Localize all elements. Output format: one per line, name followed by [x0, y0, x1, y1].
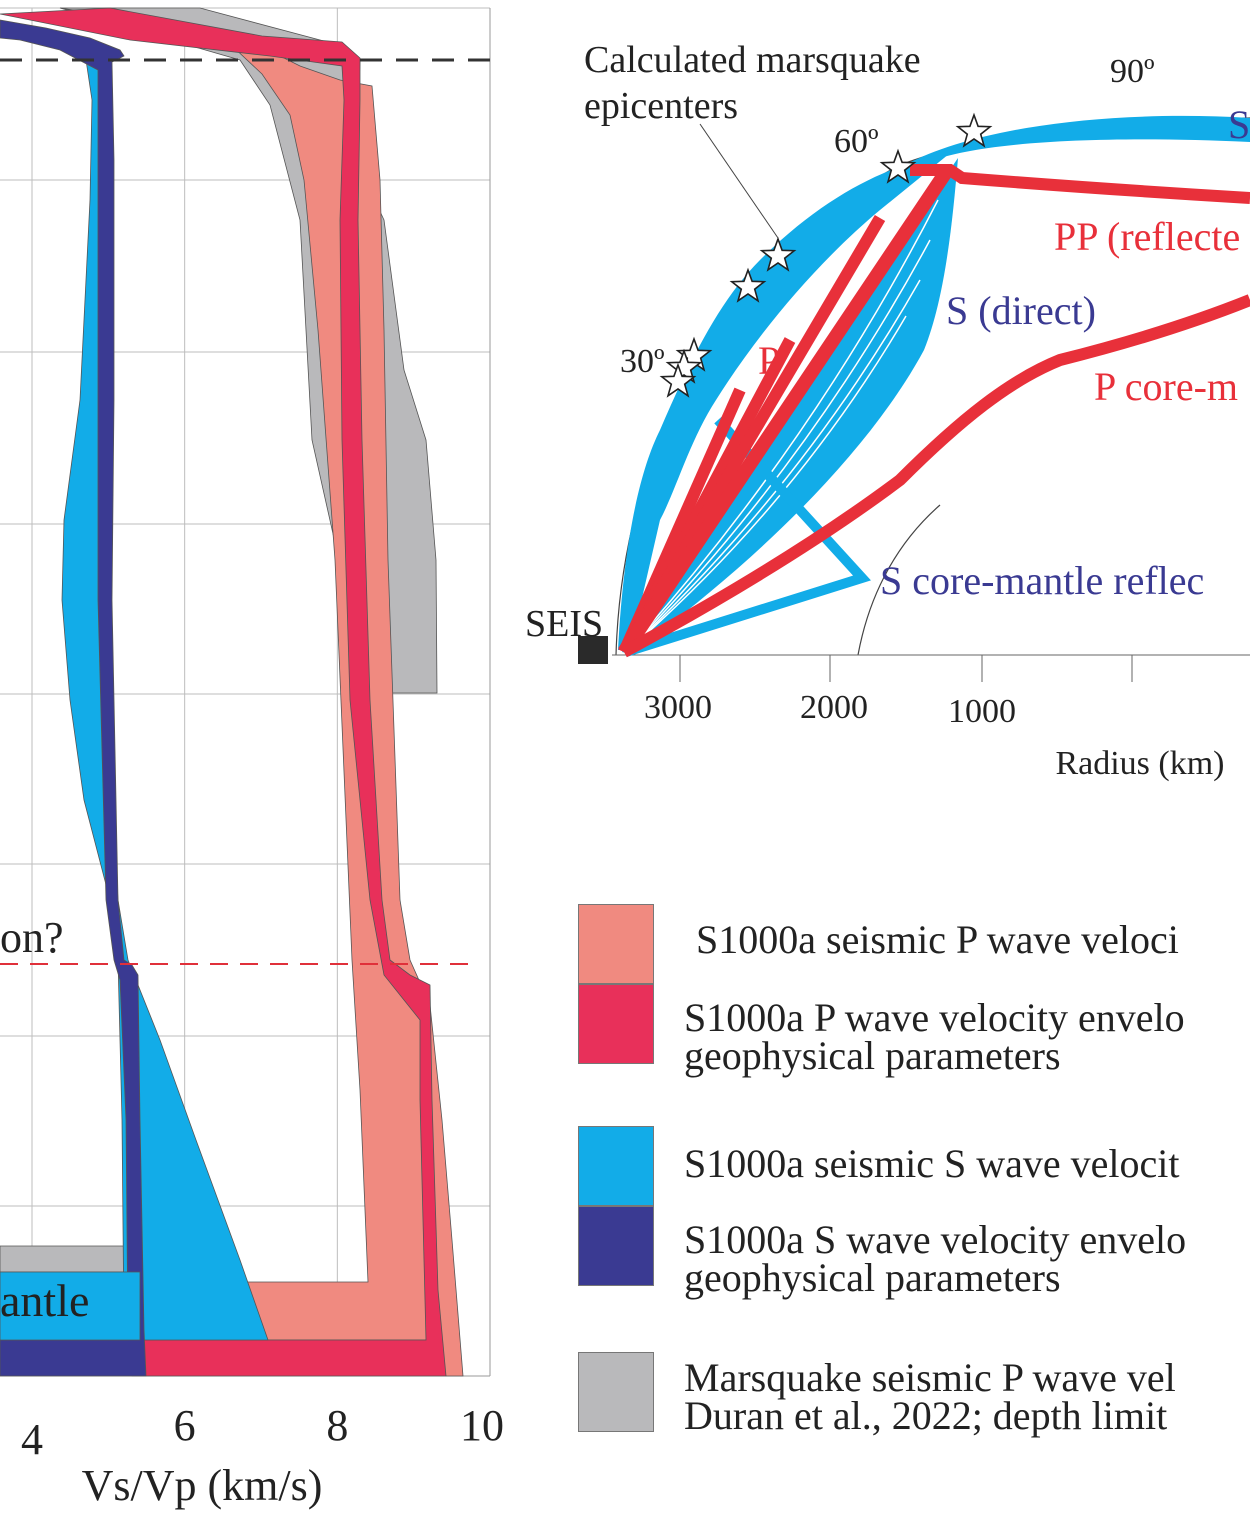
s-direct-ray-lines [625, 199, 939, 653]
radius-tick-labels: 3000 2000 1000 [644, 689, 1016, 730]
legend-swatch-s-range [578, 1126, 654, 1206]
s-direct-ray-line [625, 279, 921, 653]
radius-tick-label: 3000 [644, 689, 712, 726]
s-core-mantle-reflection-ray [624, 416, 871, 657]
s-wave-epicenter-region [618, 145, 960, 650]
x-tick-label: 6 [174, 1401, 196, 1450]
s-velocity-mantle-block [0, 1271, 141, 1341]
epicenter-stars [659, 112, 993, 398]
legend-label: S1000a S wave velocity envelo [684, 1217, 1187, 1262]
diagram-title-line-2: epicenters [584, 85, 738, 127]
ray-label-s-direct: S (direct) [946, 288, 1096, 333]
legend-swatch-s-envelope [578, 1206, 654, 1286]
ray-label-p-core-mantle: P core-m [1094, 364, 1238, 409]
legend-label: geophysical parameters [684, 1255, 1061, 1300]
epicenter-leader-line [699, 123, 779, 239]
epicenter-star [759, 236, 797, 272]
legend-label: S1000a seismic P wave veloci [696, 917, 1179, 962]
p-direct-rays [618, 168, 952, 656]
ray-label-p-direct: P [758, 338, 780, 383]
diagram-title-line-1: Calculated marsquake [584, 39, 921, 81]
angle-label-30: 30º [620, 343, 665, 380]
radius-tick-label: 1000 [948, 693, 1016, 730]
p-core-mantle-reflection-ray [621, 294, 1250, 658]
epicenter-star [659, 362, 697, 398]
seis-station-marker [578, 636, 608, 664]
legend-label: geophysical parameters [684, 1033, 1061, 1078]
x-tick-label: 10 [460, 1401, 504, 1450]
legend-swatch-p-envelope [578, 984, 654, 1064]
marsquake-p-mantle-strip [0, 1245, 131, 1273]
seis-station-label: SEIS [525, 603, 603, 645]
p-velocity-range-band [59, 7, 464, 1377]
x-tick-label: 4 [21, 1415, 43, 1464]
legend-swatch-marsquake-p [578, 1352, 654, 1432]
s-direct-ray-line [625, 239, 931, 653]
legend-swatch-p-range [578, 904, 654, 984]
ray-path-diagram-panel: SEIS Calculated marsquake epicenters 30º… [525, 39, 1250, 782]
core-boundary-arc [857, 504, 941, 656]
s-direct-ray-line [625, 199, 939, 653]
epicenter-star [665, 348, 703, 384]
radius-tick-label: 2000 [800, 689, 868, 726]
s-velocity-envelope-band [0, 19, 147, 1377]
legend: S1000a seismic P wave veloci S1000a P wav… [578, 900, 1250, 1440]
legend-label: Duran et al., 2022; depth limit [684, 1393, 1168, 1438]
ray-label-s-core-mantle: S core-mantle reflec [880, 558, 1204, 603]
ray-label-pp: PP (reflecte [1054, 214, 1240, 259]
angle-label-60: 60º [834, 123, 879, 160]
x-tick-label: 8 [326, 1401, 348, 1450]
epicenter-star [879, 148, 917, 184]
radius-axis-label: Radius (km) [1055, 745, 1224, 782]
epicenter-star [955, 112, 993, 148]
annotation-boundary-question: on? [0, 913, 64, 962]
p-direct-ray [618, 168, 952, 656]
legend-label: S1000a P wave velocity envelo [684, 995, 1185, 1040]
ray-label-s-top: S [1228, 102, 1250, 147]
x-axis-tick-labels: 4 6 8 10 [21, 1401, 504, 1464]
legend-label: Marsquake seismic P wave vel [684, 1355, 1176, 1400]
epicenter-star [729, 267, 767, 303]
x-axis-label: Vs/Vp (km/s) [82, 1461, 323, 1510]
s-wave-top-band [905, 115, 1250, 165]
angle-label-90: 90º [1110, 53, 1155, 90]
legend-label: S1000a seismic S wave velocit [684, 1141, 1180, 1186]
pp-reflected-ray [910, 164, 1250, 204]
annotation-mantle-label: antle [0, 1275, 89, 1326]
velocity-profile-panel: on? antle 4 6 8 10 Vs/Vp (km/s) [0, 7, 504, 1510]
